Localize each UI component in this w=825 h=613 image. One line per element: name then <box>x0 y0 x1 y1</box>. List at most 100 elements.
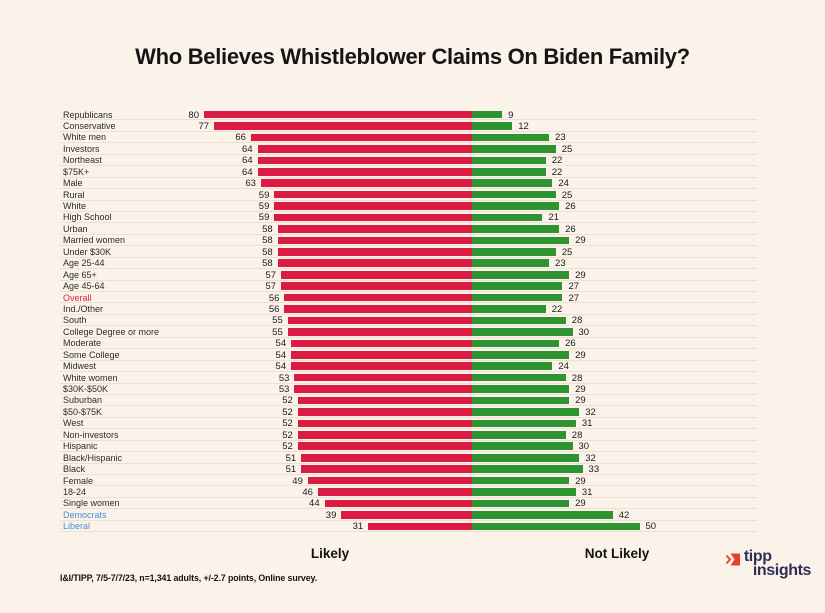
likely-value: 58 <box>262 246 273 258</box>
likely-bar <box>260 179 472 188</box>
likely-value: 54 <box>275 361 287 373</box>
likely-bar <box>277 225 472 233</box>
chart-row: Age 65+ 57 29 <box>60 269 757 281</box>
likely-bar <box>297 442 472 451</box>
chart-row: South 55 28 <box>60 315 757 326</box>
not-likely-bar <box>472 396 570 405</box>
not-likely-value: 26 <box>565 223 576 235</box>
likely-bar <box>274 202 472 210</box>
likely-value: 52 <box>282 395 293 407</box>
not-likely-bar <box>472 167 546 176</box>
not-likely-bar <box>472 248 556 256</box>
tipp-insights-logo: tipp insights <box>725 549 811 579</box>
category-label: Democrats <box>63 509 107 520</box>
chart-row: Male 63 24 <box>60 178 757 189</box>
likely-value: 52 <box>282 429 293 441</box>
category-label: Age 65+ <box>63 269 97 280</box>
likely-bar <box>281 282 472 290</box>
likely-value: 53 <box>278 384 290 395</box>
likely-value: 46 <box>302 486 313 498</box>
chart-row: Under $30K 58 25 <box>60 246 757 258</box>
chart-row: 18-24 46 31 <box>60 486 757 498</box>
likely-bar <box>274 190 472 199</box>
likely-value: 59 <box>258 212 270 224</box>
likely-value: 63 <box>245 178 256 190</box>
not-likely-value: 28 <box>571 315 583 327</box>
category-label: Investors <box>63 143 100 154</box>
category-label: Suburban <box>63 395 103 406</box>
chart-row: Democrats 39 42 <box>60 509 757 521</box>
chart-row: Rural 59 25 <box>60 189 757 201</box>
likely-value: 57 <box>265 269 277 281</box>
likely-value: 51 <box>285 452 297 464</box>
chart-rows: Republicans 80 9 Conservative 77 12 White men 6… <box>60 109 757 532</box>
not-likely-value: 28 <box>571 429 583 441</box>
not-likely-value: 25 <box>561 143 573 155</box>
likely-bar <box>277 259 472 268</box>
likely-value: 55 <box>272 326 283 338</box>
likely-value: 64 <box>242 143 253 155</box>
not-likely-value: 26 <box>565 201 576 212</box>
likely-bar <box>214 122 472 130</box>
not-likely-bar <box>472 156 546 165</box>
not-likely-value: 25 <box>561 189 573 201</box>
category-label: Black/Hispanic <box>63 452 123 463</box>
chart-row: Hispanic 52 30 <box>60 441 757 452</box>
likely-value: 64 <box>242 155 253 167</box>
likely-value: 51 <box>285 464 297 476</box>
chart-row: Single women 44 29 <box>60 498 757 509</box>
category-label: White <box>63 201 87 211</box>
not-likely-bar <box>472 213 543 222</box>
likely-bar <box>301 465 472 473</box>
not-likely-value: 50 <box>645 521 657 533</box>
likely-bar <box>317 488 472 496</box>
likely-value: 52 <box>282 418 293 430</box>
category-label: Urban <box>63 223 88 234</box>
category-label: Some College <box>63 349 120 360</box>
likely-bar <box>297 431 472 439</box>
category-label: High School <box>63 212 112 223</box>
not-likely-bar <box>472 270 570 279</box>
likely-bar <box>341 511 472 519</box>
likely-value: 31 <box>352 521 364 533</box>
not-likely-value: 27 <box>568 281 580 293</box>
chart-row: Age 45-64 57 27 <box>60 281 757 292</box>
not-likely-value: 23 <box>555 132 566 144</box>
not-likely-value: 22 <box>551 155 563 167</box>
not-likely-bar <box>472 293 563 302</box>
not-likely-value: 12 <box>518 120 529 132</box>
not-likely-value: 23 <box>555 258 566 270</box>
chart-row: Overall 56 27 <box>60 292 757 304</box>
category-label: White men <box>63 132 107 143</box>
chart-row: Northeast 64 22 <box>60 155 757 166</box>
not-likely-bar <box>472 350 570 359</box>
logo-word-insights: insights <box>752 562 812 579</box>
category-label: Conservative <box>63 120 116 131</box>
chart-row: White men 66 23 <box>60 132 757 143</box>
category-label: Age 25-44 <box>63 258 105 269</box>
likely-bar <box>368 522 472 531</box>
likely-bar <box>294 373 472 382</box>
likely-bar <box>307 476 472 485</box>
chart-row: $75K+ 64 22 <box>60 166 757 178</box>
not-likely-value: 21 <box>548 212 559 224</box>
likely-bar <box>297 419 472 428</box>
chart-row: Investors 64 25 <box>60 143 757 155</box>
category-label: South <box>63 315 87 326</box>
not-likely-value: 29 <box>575 498 586 510</box>
category-label: Female <box>63 475 94 486</box>
not-likely-bar <box>472 465 583 473</box>
not-likely-value: 29 <box>575 384 586 395</box>
not-likely-bar <box>472 511 613 519</box>
axis-label-not-likely: Not Likely <box>584 546 650 561</box>
not-likely-value: 31 <box>581 486 593 498</box>
not-likely-bar <box>472 202 560 210</box>
category-label: White women <box>63 372 118 383</box>
logo-word-tipp: tipp <box>743 548 772 565</box>
not-likely-bar <box>472 453 580 462</box>
not-likely-value: 29 <box>575 235 586 247</box>
not-likely-value: 9 <box>508 109 514 121</box>
likely-bar <box>287 328 472 336</box>
not-likely-value: 32 <box>585 452 596 464</box>
chart-row: Some College 54 29 <box>60 349 757 361</box>
